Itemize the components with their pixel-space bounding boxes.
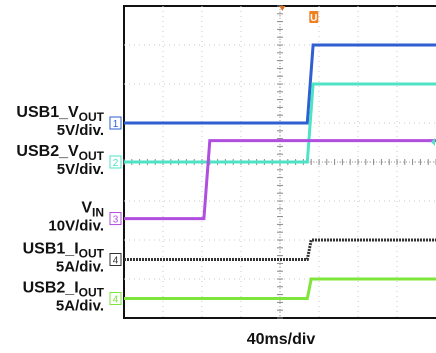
series-scale-5: 5A/div. xyxy=(56,298,104,315)
series-scale-4: 5A/div. xyxy=(56,259,104,276)
channel-marker-4 xyxy=(109,253,122,266)
trigger-arrow-icon xyxy=(279,6,286,11)
channel-labels: USB1_VOUT5V/div.USB2_VOUT5V/div.VIN10V/d… xyxy=(16,104,104,315)
channel-marker-2 xyxy=(109,155,122,169)
trace-1 xyxy=(124,43,436,125)
trace-4 xyxy=(124,238,436,261)
channel-markers: 1 2 3 4 4 xyxy=(109,116,122,306)
channel-marker-1 xyxy=(109,116,122,130)
trace-5 xyxy=(124,277,436,300)
series-label-3: VIN xyxy=(81,200,104,220)
series-label-2: USB2_VOUT xyxy=(16,143,104,163)
trace-layer xyxy=(124,43,436,300)
channel-number-4: 4 xyxy=(113,256,119,267)
channel-number-5: 4 xyxy=(113,295,119,306)
channel-number-1: 1 xyxy=(113,119,119,130)
channel-marker-5 xyxy=(109,292,122,305)
series-label-1: USB1_VOUT xyxy=(16,104,104,124)
trigger-badge xyxy=(309,11,319,23)
level-marker-icon xyxy=(431,138,435,146)
channel-number-2: 2 xyxy=(113,158,119,169)
series-scale-1: 5V/div. xyxy=(57,122,104,139)
trigger-marker-group: U xyxy=(279,6,435,146)
series-label-4: USB1_IOUT xyxy=(23,241,105,261)
x-axis-label: 40ms/div xyxy=(247,331,316,348)
series-label-5: USB2_IOUT xyxy=(23,280,105,300)
series-scale-3: 10V/div. xyxy=(48,218,104,235)
channel-marker-3 xyxy=(109,212,122,226)
series-scale-2: 5V/div. xyxy=(57,161,104,178)
trace-3 xyxy=(124,139,436,221)
trigger-label: U xyxy=(310,13,317,24)
trace-2 xyxy=(124,82,436,164)
channel-number-3: 3 xyxy=(113,215,119,226)
